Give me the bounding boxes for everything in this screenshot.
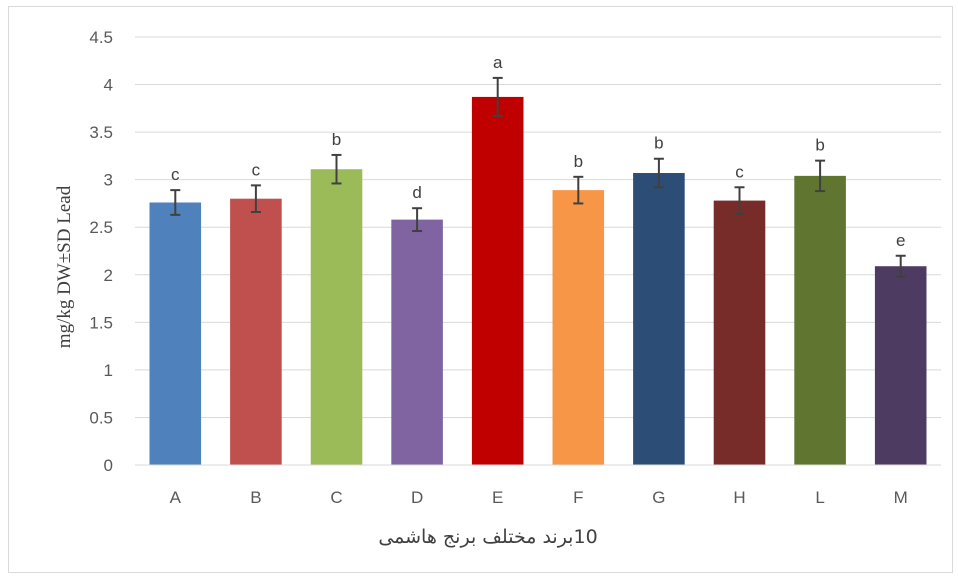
bar-g (633, 173, 685, 465)
bars (149, 96, 927, 466)
significance-label: c (252, 160, 261, 179)
bar-a (149, 202, 202, 465)
x-tick-label: A (170, 488, 182, 507)
error-bars (170, 76, 906, 278)
x-tick-label: B (250, 488, 261, 507)
bar-f (552, 190, 605, 465)
x-tick-label: M (894, 488, 908, 507)
significance-label: c (735, 162, 744, 181)
significance-label: c (171, 165, 180, 184)
y-tick-label: 4 (104, 76, 113, 95)
significance-label: a (493, 53, 503, 72)
bar-l (794, 175, 846, 465)
x-axis-title: 10برند مختلف برنج هاشمی (378, 526, 597, 548)
y-axis-ticks: 0 0.5 1 1.5 2 2.5 3 3.5 4 4.5 (89, 28, 113, 475)
bar-b (230, 198, 282, 465)
significance-label: e (896, 231, 905, 250)
x-tick-label: F (573, 488, 583, 507)
significance-label: b (815, 136, 824, 155)
significance-label: b (574, 152, 583, 171)
y-tick-label: 0.5 (89, 408, 113, 427)
y-axis-title: mg/kg DW±SD Lead (54, 185, 75, 348)
significance-label: b (654, 134, 663, 153)
bar-h (713, 200, 766, 465)
bar-e (471, 96, 524, 466)
y-tick-label: 0 (104, 456, 113, 475)
x-tick-label: L (815, 488, 824, 507)
significance-labels: c c b d a b b c b e (171, 53, 905, 250)
y-tick-label: 3 (104, 171, 113, 190)
y-tick-label: 1.5 (89, 313, 113, 332)
x-tick-label: C (330, 488, 342, 507)
significance-label: d (412, 183, 421, 202)
bar-c (310, 169, 363, 465)
y-tick-label: 2 (104, 266, 113, 285)
x-tick-label: G (652, 488, 665, 507)
bar-d (391, 219, 443, 465)
y-tick-label: 2.5 (89, 218, 113, 237)
y-tick-label: 3.5 (89, 123, 113, 142)
x-tick-label: D (411, 488, 423, 507)
significance-label: b (332, 130, 341, 149)
y-tick-label: 1 (104, 361, 113, 380)
y-tick-label: 4.5 (89, 28, 113, 47)
x-tick-label: E (492, 488, 503, 507)
x-tick-label: H (733, 488, 745, 507)
bar-m (874, 266, 927, 465)
